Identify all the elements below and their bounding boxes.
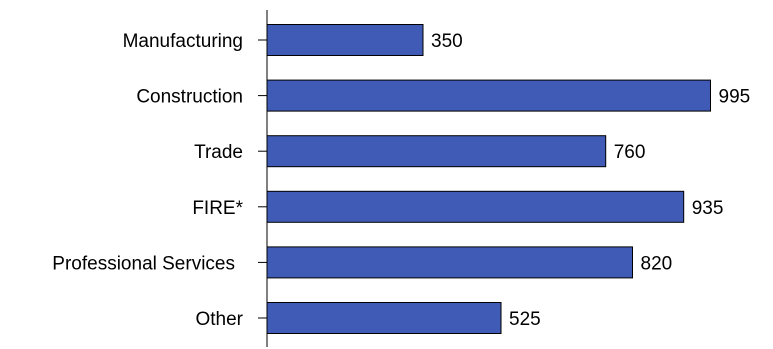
bar-manufacturing bbox=[266, 24, 424, 56]
category-label-construction: Construction bbox=[136, 87, 243, 108]
value-label-other: 525 bbox=[509, 309, 541, 330]
bars bbox=[266, 24, 711, 334]
category-label-trade: Trade bbox=[194, 142, 243, 163]
bar-fire bbox=[266, 190, 685, 223]
category-label-professional-services: Professional Services bbox=[52, 253, 235, 274]
y-axis-ticks bbox=[258, 39, 267, 319]
bar-professional-services bbox=[266, 246, 633, 279]
category-label-manufacturing: Manufacturing bbox=[123, 31, 243, 52]
value-labels: 350 995 760 935 820 525 bbox=[431, 31, 750, 330]
bar-trade bbox=[266, 135, 607, 168]
value-label-manufacturing: 350 bbox=[431, 31, 463, 52]
value-label-fire: 935 bbox=[692, 198, 724, 219]
category-label-other: Other bbox=[195, 309, 243, 330]
bar-other bbox=[266, 302, 502, 334]
value-label-construction: 995 bbox=[719, 87, 751, 108]
value-label-professional-services: 820 bbox=[641, 253, 673, 274]
value-label-trade: 760 bbox=[614, 142, 646, 163]
category-label-fire: FIRE* bbox=[192, 198, 243, 219]
category-labels: Manufacturing Construction Trade FIRE* P… bbox=[52, 31, 243, 330]
bar-construction bbox=[266, 79, 711, 112]
